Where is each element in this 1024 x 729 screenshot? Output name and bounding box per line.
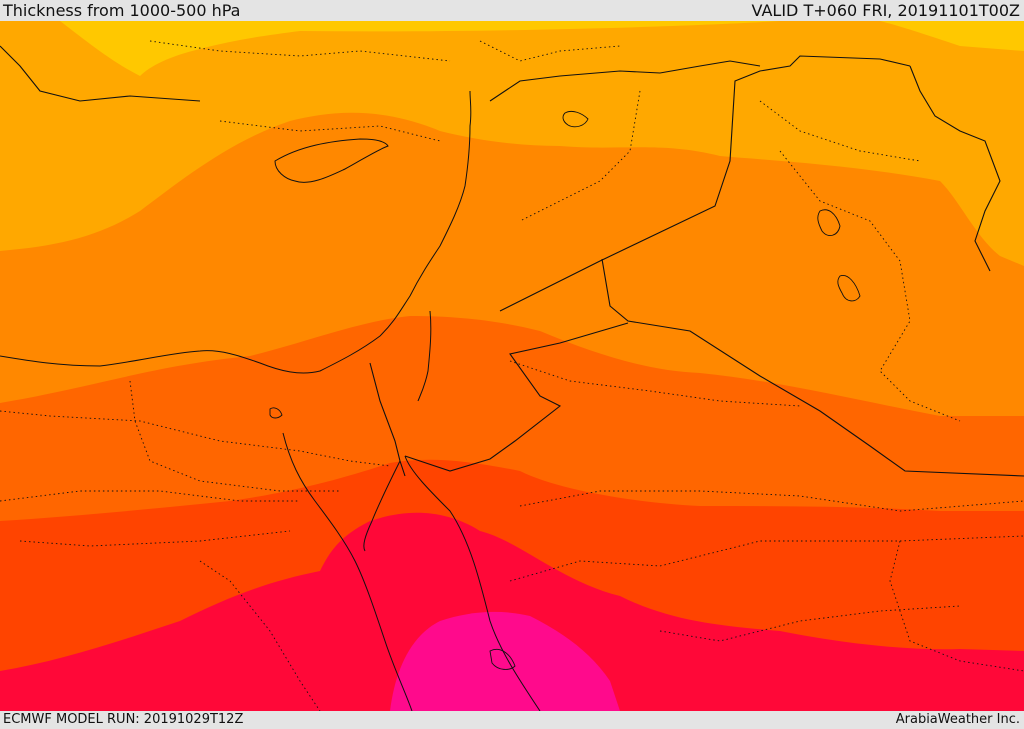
country-borders	[0, 45, 1024, 477]
band-7	[390, 611, 620, 711]
lakes	[269, 110, 861, 670]
model-run: ECMWF MODEL RUN: 20191029T12Z	[3, 712, 244, 727]
thickness-map	[0, 21, 1024, 711]
band-6	[0, 512, 1024, 711]
footer-bar: ECMWF MODEL RUN: 20191029T12Z ArabiaWeat…	[0, 711, 1024, 729]
coastlines	[0, 90, 541, 711]
credit-label: ArabiaWeather Inc.	[895, 712, 1020, 727]
valid-time: VALID T+060 FRI, 20191101T00Z	[751, 1, 1020, 20]
map-title: Thickness from 1000-500 hPa	[3, 1, 241, 20]
province-borders	[0, 40, 1024, 711]
header-bar: Thickness from 1000-500 hPa VALID T+060 …	[0, 0, 1024, 21]
